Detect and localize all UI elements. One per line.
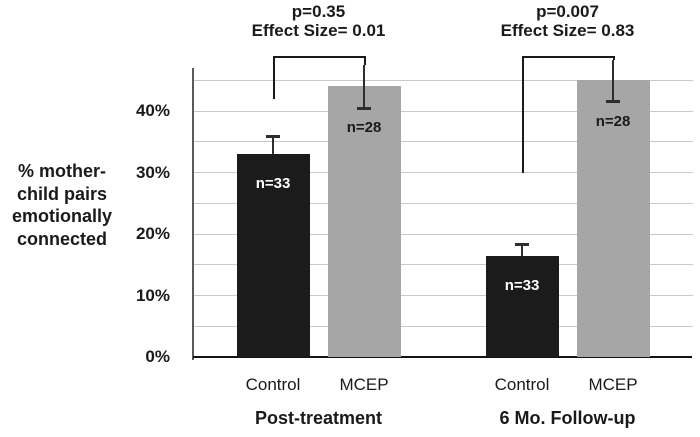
error-bar-cap xyxy=(266,134,280,138)
y-axis-label-line: % mother- xyxy=(17,161,106,181)
y-axis-tick-label: 40% xyxy=(135,101,170,121)
y-axis-label-line: connected xyxy=(16,228,108,249)
significance-bracket-right-drop xyxy=(613,56,615,60)
x-axis-category-label: Control xyxy=(245,375,301,394)
x-axis-category-label: MCEP xyxy=(339,375,389,394)
p-value-label: p=0.007 xyxy=(536,2,599,21)
error-bar-cap xyxy=(606,99,620,103)
y-axis-label: % mother- child pairs emotionally connec… xyxy=(0,160,124,250)
x-axis-group-label: Post-treatment xyxy=(254,408,383,428)
bar-control xyxy=(485,255,559,357)
bar-n-label: n=33 xyxy=(255,175,291,193)
bar-control xyxy=(236,154,310,357)
gridline xyxy=(193,325,693,327)
bar-mcep xyxy=(327,86,401,357)
y-axis-label-line: emotionally xyxy=(11,206,113,226)
y-axis-line xyxy=(192,68,194,360)
significance-bracket-left-drop xyxy=(522,56,524,173)
effect-size-label: Effect Size= 0.01 xyxy=(251,21,386,40)
gridline xyxy=(193,264,693,266)
gridline xyxy=(193,141,693,143)
significance-bracket-right-drop xyxy=(364,56,366,65)
significance-bracket xyxy=(273,56,366,58)
y-axis-label-line: child pairs xyxy=(16,183,108,204)
x-axis-category-label: MCEP xyxy=(588,375,638,394)
y-axis-tick-label: 20% xyxy=(135,224,170,244)
error-bar xyxy=(612,60,614,101)
bar-mcep xyxy=(576,80,650,357)
bar-n-label: n=28 xyxy=(595,113,631,131)
significance-bracket xyxy=(522,56,615,58)
error-bar-cap xyxy=(515,243,529,247)
gridline xyxy=(193,172,693,174)
y-axis-tick-label: 10% xyxy=(135,285,170,305)
error-bar xyxy=(363,64,365,108)
bar-n-label: n=33 xyxy=(504,276,540,294)
error-bar xyxy=(521,244,523,256)
significance-bracket-left-drop xyxy=(273,56,275,99)
x-axis-line xyxy=(193,356,692,358)
gridline xyxy=(193,79,693,81)
x-axis-category-label: Control xyxy=(494,375,550,394)
gridline xyxy=(193,233,693,235)
effect-size-label: Effect Size= 0.83 xyxy=(500,21,635,40)
x-axis-group-label: 6 Mo. Follow-up xyxy=(499,408,636,428)
gridline xyxy=(193,110,693,112)
p-value-label: p=0.35 xyxy=(291,2,346,21)
gridline xyxy=(193,202,693,204)
gridline xyxy=(193,295,693,296)
error-bar-cap xyxy=(357,106,371,110)
error-bar xyxy=(272,135,274,155)
bar-n-label: n=28 xyxy=(346,119,382,137)
y-axis-tick-label: 30% xyxy=(135,162,170,182)
y-axis-tick-label: 0% xyxy=(145,347,170,366)
